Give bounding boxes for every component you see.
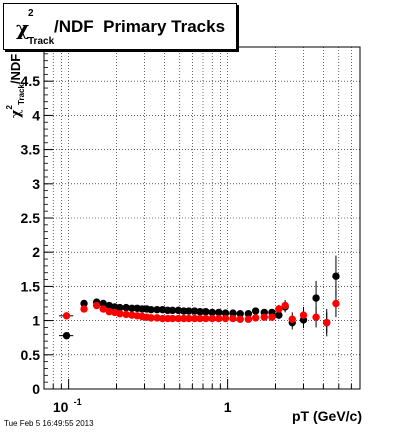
- data-point: [168, 306, 177, 315]
- x-tick-label: 1: [224, 399, 232, 415]
- chart-title-box: χ 2 Track /NDF Primary Tracks: [3, 3, 237, 50]
- data-point: [174, 314, 183, 323]
- data-point: [116, 303, 124, 312]
- title-subscript: Track: [28, 36, 55, 47]
- data-point: [185, 314, 193, 323]
- ylabel-rest: /NDF: [8, 53, 23, 85]
- data-point: [332, 272, 340, 280]
- data-point: [251, 314, 260, 322]
- axis-ticks: [43, 46, 352, 390]
- y-tick-label: 0: [32, 381, 40, 397]
- data-point: [215, 314, 223, 323]
- x-tick-exponent: -1: [74, 397, 82, 407]
- title-superscript: 2: [28, 8, 34, 19]
- data-point: [236, 310, 244, 318]
- data-point: [122, 303, 130, 312]
- plot-frame: [43, 46, 361, 390]
- data-point: [168, 314, 177, 323]
- data-point: [62, 331, 71, 340]
- data-point: [190, 314, 199, 323]
- data-point: [281, 301, 289, 310]
- data-point: [312, 294, 320, 302]
- y-tick-label: 2.5: [21, 210, 41, 226]
- x-tick-label: 10: [53, 399, 69, 415]
- data-point: [288, 315, 296, 323]
- data-point: [260, 313, 268, 321]
- data-point: [174, 306, 183, 315]
- data-point: [332, 299, 340, 308]
- data-point: [251, 307, 260, 315]
- ylabel-chi: χ: [9, 109, 24, 118]
- data-point: [312, 313, 320, 321]
- data-point: [62, 312, 71, 320]
- data-point: [202, 308, 210, 316]
- data-point: [275, 305, 283, 313]
- data-point: [153, 305, 161, 314]
- ylabel-sub: Track: [17, 84, 26, 105]
- data-point: [158, 314, 167, 323]
- data-point: [128, 304, 136, 312]
- chart-grid: [43, 47, 360, 389]
- y-tick-label: 2: [32, 244, 40, 260]
- chart-marks: [59, 255, 340, 340]
- data-point: [208, 314, 216, 323]
- y-tick-label: 4: [32, 107, 40, 123]
- y-tick-label: 1.5: [21, 278, 41, 294]
- data-point: [275, 311, 283, 319]
- data-point: [105, 301, 113, 310]
- data-point: [147, 314, 155, 322]
- data-point: [268, 313, 276, 321]
- data-point: [122, 310, 130, 319]
- chart-title: /NDF Primary Tracks: [54, 17, 226, 36]
- data-point: [244, 310, 253, 318]
- data-point: [236, 315, 244, 323]
- ylabel-sup: 2: [5, 104, 14, 110]
- timestamp: Tue Feb 5 16:49:55 2013: [4, 419, 94, 428]
- data-point: [229, 309, 237, 317]
- data-point: [185, 307, 193, 315]
- data-point: [196, 314, 204, 323]
- y-tick-label: 1: [32, 313, 40, 329]
- data-point: [153, 314, 161, 322]
- y-tick-label: 0.5: [21, 347, 41, 363]
- data-point: [221, 309, 230, 317]
- data-point: [99, 305, 107, 313]
- data-point: [116, 310, 124, 318]
- y-tick-label: 3.5: [21, 142, 41, 158]
- y-tick-label: 3: [32, 176, 40, 192]
- data-point: [99, 299, 107, 308]
- data-point: [215, 308, 223, 317]
- data-point: [80, 299, 88, 308]
- y-tick-label: 4.5: [21, 73, 41, 89]
- data-point: [323, 318, 331, 327]
- data-point: [299, 311, 308, 319]
- data-point: [221, 314, 230, 323]
- data-point: [92, 301, 101, 310]
- y-axis-label: χ2Track/NDF: [5, 54, 26, 118]
- data-point: [202, 314, 210, 323]
- title-chi-symbol: χ: [16, 16, 30, 40]
- data-point: [80, 305, 88, 313]
- data-point: [229, 314, 237, 323]
- axis-tick-labels: 0 0.5 1 1.5 2 2.5 3 3.5 4 4.5 10 -1 1: [21, 73, 232, 415]
- data-point: [147, 305, 155, 314]
- x-axis-label: pT (GeV/c): [292, 408, 363, 424]
- data-point: [208, 308, 216, 317]
- data-point: [196, 308, 204, 316]
- data-point: [244, 315, 253, 323]
- data-point: [105, 308, 113, 316]
